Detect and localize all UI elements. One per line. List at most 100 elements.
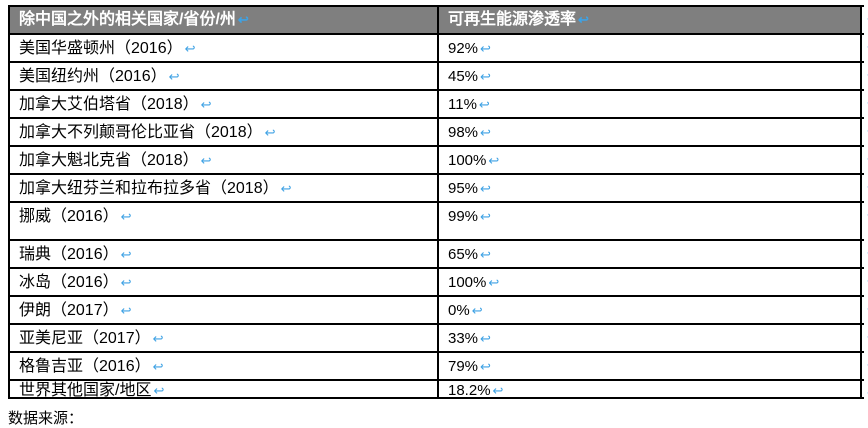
- country-label: 加拿大纽芬兰和拉布拉多省（2018）: [19, 180, 279, 197]
- country-cell[interactable]: 美国纽约州（2016） ↩: [8, 63, 439, 89]
- country-label: 亚美尼亚（2017）: [19, 330, 151, 347]
- country-label: 世界其他国家/地区: [19, 382, 152, 397]
- value-cell[interactable]: 0% ↩: [439, 297, 862, 323]
- country-cell[interactable]: 冰岛（2016） ↩: [8, 269, 439, 295]
- return-mark-icon: ↩: [480, 331, 491, 346]
- country-cell[interactable]: 加拿大不列颠哥伦比亚省（2018） ↩: [8, 119, 439, 145]
- return-mark-icon: ↩: [492, 383, 504, 397]
- table-row: 加拿大不列颠哥伦比亚省（2018）↩ 98%↩ ↩: [8, 119, 868, 147]
- value-label: 45%: [448, 68, 479, 85]
- value-cell[interactable]: 18.2% ↩: [439, 381, 862, 397]
- country-label: 美国华盛顿州（2016）: [19, 40, 183, 57]
- return-mark-icon: ↩: [280, 181, 292, 196]
- value-cell[interactable]: 95% ↩: [439, 175, 862, 201]
- country-label: 瑞典（2016）: [19, 246, 119, 263]
- value-cell[interactable]: 11% ↩: [439, 91, 862, 117]
- country-label: 加拿大魁北克省（2018）: [19, 152, 199, 169]
- country-label: 加拿大艾伯塔省（2018）: [19, 96, 199, 113]
- return-mark-icon: ↩: [184, 41, 196, 56]
- return-mark-icon: ↩: [200, 153, 212, 168]
- country-label: 挪威（2016）: [19, 208, 119, 225]
- return-mark-icon: ↩: [152, 359, 164, 374]
- country-label: 美国纽约州（2016）: [19, 68, 167, 85]
- table-row: 瑞典（2016）↩ 65%↩ ↩: [8, 241, 868, 269]
- value-cell[interactable]: 79% ↩: [439, 353, 862, 379]
- value-label: 92%: [448, 40, 479, 57]
- value-label: 18.2%: [448, 382, 491, 397]
- value-label: 98%: [448, 124, 479, 141]
- return-mark-icon: ↩: [153, 383, 165, 397]
- value-label: 100%: [448, 152, 487, 169]
- table-row: 冰岛（2016）↩ 100%↩ ↩: [8, 269, 868, 297]
- table-row: 美国华盛顿州（2016）↩ 92%↩ ↩: [8, 35, 868, 63]
- return-mark-icon: ↩: [152, 331, 164, 346]
- data-source-note: 数据来源：: [8, 410, 84, 427]
- return-mark-icon: ↩: [480, 69, 491, 84]
- return-mark-icon: ↩: [480, 125, 491, 140]
- table-row: 伊朗（2017）↩ 0%↩ ↩: [8, 297, 868, 325]
- table-row: 加拿大魁北克省（2018）↩ 100%↩ ↩: [8, 147, 868, 175]
- value-cell[interactable]: 100% ↩: [439, 147, 862, 173]
- value-cell[interactable]: 100% ↩: [439, 269, 862, 295]
- country-label: 加拿大不列颠哥伦比亚省（2018）: [19, 124, 263, 141]
- return-mark-icon: ↩: [488, 275, 500, 290]
- return-mark-icon: ↩: [578, 12, 589, 27]
- value-label: 33%: [448, 330, 479, 347]
- value-cell[interactable]: 33% ↩: [439, 325, 862, 351]
- value-cell[interactable]: 65% ↩: [439, 241, 862, 267]
- country-cell[interactable]: 伊朗（2017） ↩: [8, 297, 439, 323]
- table-row: 加拿大纽芬兰和拉布拉多省（2018）↩ 95%↩ ↩: [8, 175, 868, 203]
- country-cell[interactable]: 格鲁吉亚（2016） ↩: [8, 353, 439, 379]
- return-mark-icon: ↩: [200, 97, 212, 112]
- country-cell[interactable]: 加拿大纽芬兰和拉布拉多省（2018） ↩: [8, 175, 439, 201]
- value-label: 99%: [448, 208, 479, 225]
- value-cell[interactable]: 98% ↩: [439, 119, 862, 145]
- country-cell[interactable]: 世界其他国家/地区 ↩: [8, 381, 439, 397]
- return-mark-icon: ↩: [488, 153, 500, 168]
- return-mark-icon: ↩: [120, 209, 132, 224]
- value-label: 11%: [448, 96, 477, 113]
- renewable-penetration-table: 除中国之外的相关国家/省份/州↩ 可再生能源渗透率↩ ↩ 美国华盛顿州（2016…: [8, 5, 868, 400]
- table-row: 美国纽约州（2016）↩ 45%↩ ↩: [8, 63, 868, 91]
- return-mark-icon: ↩: [120, 247, 132, 262]
- country-cell[interactable]: 加拿大魁北克省（2018） ↩: [8, 147, 439, 173]
- return-mark-icon: ↩: [237, 12, 249, 27]
- value-cell[interactable]: 92% ↩: [439, 35, 862, 61]
- value-label: 65%: [448, 246, 479, 263]
- return-mark-icon: ↩: [480, 209, 491, 224]
- value-label: 100%: [448, 274, 487, 291]
- header-cell-value[interactable]: 可再生能源渗透率 ↩: [439, 7, 862, 33]
- table-row: 挪威（2016）↩ 99%↩ ↩: [8, 203, 868, 241]
- header-value-label: 可再生能源渗透率: [448, 11, 577, 28]
- return-mark-icon: ↩: [478, 97, 490, 112]
- country-cell[interactable]: 加拿大艾伯塔省（2018） ↩: [8, 91, 439, 117]
- value-label: 95%: [448, 180, 479, 197]
- table-header-row: 除中国之外的相关国家/省份/州↩ 可再生能源渗透率↩ ↩: [8, 7, 868, 35]
- country-label: 格鲁吉亚（2016）: [19, 358, 151, 375]
- country-cell[interactable]: 瑞典（2016） ↩: [8, 241, 439, 267]
- return-mark-icon: ↩: [120, 303, 132, 318]
- value-label: 79%: [448, 358, 479, 375]
- return-mark-icon: ↩: [264, 125, 276, 140]
- return-mark-icon: ↩: [168, 69, 180, 84]
- table-row: 亚美尼亚（2017）↩ 33%↩ ↩: [8, 325, 868, 353]
- value-label: 0%: [448, 302, 470, 319]
- country-label: 冰岛（2016）: [19, 274, 119, 291]
- value-cell[interactable]: 45% ↩: [439, 63, 862, 89]
- header-country-label: 除中国之外的相关国家/省份/州: [19, 11, 236, 28]
- country-cell[interactable]: 美国华盛顿州（2016） ↩: [8, 35, 439, 61]
- return-mark-icon: ↩: [480, 359, 491, 374]
- country-cell[interactable]: 亚美尼亚（2017） ↩: [8, 325, 439, 351]
- return-mark-icon: ↩: [480, 41, 491, 56]
- return-mark-icon: ↩: [480, 181, 491, 196]
- return-mark-icon: ↩: [120, 275, 132, 290]
- return-mark-icon: ↩: [471, 303, 483, 318]
- table-row: 世界其他国家/地区↩ 18.2%↩ ↩: [8, 381, 868, 400]
- table-row: 加拿大艾伯塔省（2018）↩ 11%↩ ↩: [8, 91, 868, 119]
- value-cell[interactable]: 99% ↩: [439, 203, 862, 239]
- table-row: 格鲁吉亚（2016）↩ 79%↩ ↩: [8, 353, 868, 381]
- return-mark-icon: ↩: [480, 247, 491, 262]
- country-cell[interactable]: 挪威（2016） ↩: [8, 203, 439, 239]
- header-cell-country[interactable]: 除中国之外的相关国家/省份/州 ↩: [8, 7, 439, 33]
- country-label: 伊朗（2017）: [19, 302, 119, 319]
